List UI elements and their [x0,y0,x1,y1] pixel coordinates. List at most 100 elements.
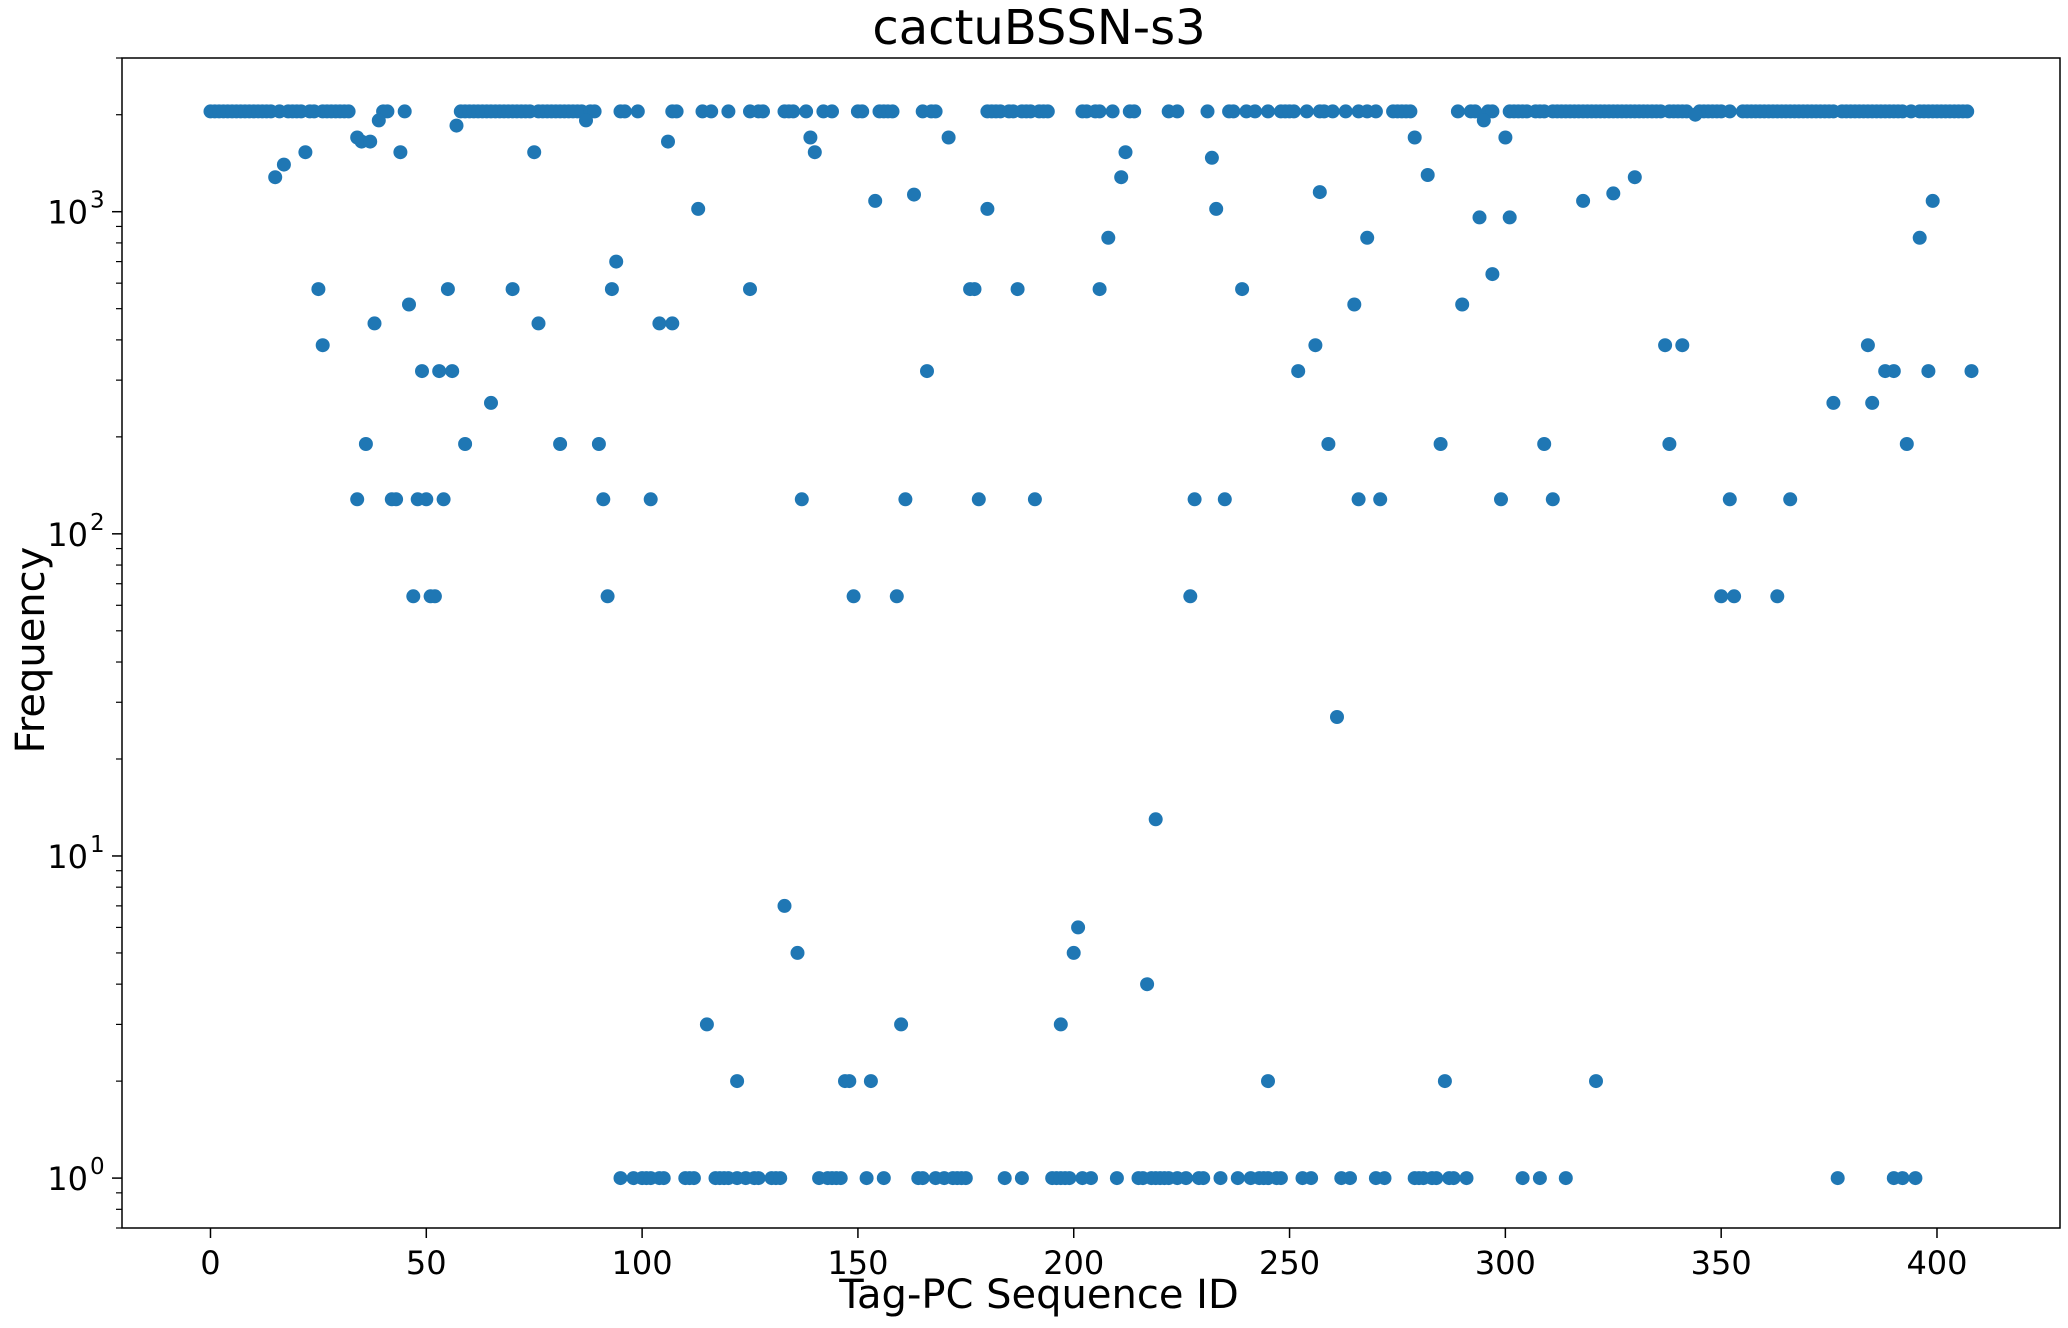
data-point [609,254,624,269]
data-point [1092,282,1107,297]
data-point [1420,168,1435,182]
x-tick-label: 350 [1691,1244,1752,1282]
data-point [371,113,386,128]
data-point [617,104,632,119]
data-point [350,492,365,507]
data-point [652,316,667,331]
x-tick-label: 250 [1259,1244,1320,1282]
data-point [591,437,606,451]
data-point [484,395,498,410]
data-point [1459,1171,1474,1186]
data-point [686,1171,701,1186]
data-point [415,364,429,379]
data-point [604,282,619,297]
data-point [1066,945,1081,960]
data-point [1455,297,1470,312]
data-point [1476,113,1491,128]
data-point [1217,492,1232,507]
data-point [579,113,593,128]
data-point [803,130,818,145]
data-point [449,118,464,133]
y-tick-label: 10 [47,1160,88,1198]
data-point [1407,130,1422,145]
data-point [1187,492,1202,507]
data-point [1321,437,1336,451]
data-point [665,316,680,331]
data-point [1627,170,1642,185]
data-point [1368,104,1383,119]
data-point [1925,193,1940,208]
data-point [1109,1171,1124,1186]
data-point [1498,130,1513,145]
data-point [777,898,792,913]
data-point [661,134,675,149]
data-point [1308,338,1323,353]
data-point [1860,338,1875,353]
data-point [920,364,934,379]
data-point [1062,1171,1077,1186]
data-point [1230,1171,1245,1186]
data-point [1071,920,1086,935]
data-point [1261,104,1275,119]
data-point [1343,1171,1357,1186]
y-tick-label: 10 [47,516,88,554]
data-point [1532,1171,1547,1186]
data-point [419,492,434,507]
data-point [1437,1074,1452,1089]
data-point [980,201,995,216]
data-point [704,104,719,119]
data-point [1899,437,1914,451]
data-point [1170,104,1185,119]
data-point [1403,104,1418,119]
data-point [1148,812,1163,827]
data-point [794,492,809,507]
data-point [1865,395,1880,410]
data-point [743,282,757,297]
data-point [363,134,378,149]
points-layer [203,104,1979,1186]
y-tick-exponent: 2 [90,510,105,536]
data-point [971,492,986,507]
data-point [967,282,982,297]
data-point [402,297,416,312]
data-point [527,145,542,160]
data-point [1330,710,1344,724]
data-point [1140,977,1155,992]
data-point [1908,1171,1923,1186]
data-point [1273,1171,1288,1186]
data-point [1040,104,1055,119]
data-point [380,104,395,119]
data-point [907,187,921,202]
data-point [1213,1171,1228,1186]
x-tick-label: 400 [1906,1244,1967,1282]
data-point [756,104,770,119]
data-point [1010,282,1025,297]
data-point [1727,589,1742,604]
data-point [1468,104,1483,119]
data-point [1770,589,1785,604]
plot-frame [121,57,2061,1229]
data-point [669,104,684,119]
data-point [553,437,568,451]
x-tick-label: 150 [827,1244,888,1282]
data-point [876,1171,891,1186]
data-point [1485,104,1500,119]
data-point [868,193,883,208]
data-point [1304,1171,1319,1186]
data-point [825,104,839,119]
data-point [1248,104,1262,119]
data-point [656,1171,671,1186]
data-point [1722,492,1737,507]
data-point [1114,170,1129,185]
data-point [721,104,736,119]
data-point [1312,185,1327,200]
data-point [1325,104,1340,119]
data-point [1830,1171,1845,1186]
data-point [1895,1171,1910,1186]
x-axis-label: Tag-PC Sequence ID [838,1272,1239,1318]
data-point [596,492,611,507]
data-point [1027,492,1042,507]
data-point [1226,104,1241,119]
data-point [1127,104,1142,119]
